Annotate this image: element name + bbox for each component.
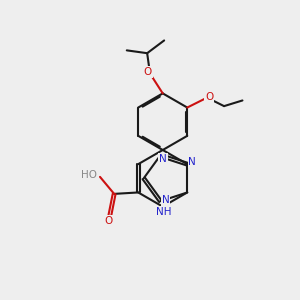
Text: NH: NH xyxy=(156,207,172,217)
Text: HO: HO xyxy=(81,170,97,181)
Text: N: N xyxy=(188,157,196,167)
Text: O: O xyxy=(205,92,214,102)
Text: N: N xyxy=(159,154,167,164)
Text: N: N xyxy=(162,195,169,205)
Text: O: O xyxy=(104,216,112,226)
Text: O: O xyxy=(144,67,152,77)
